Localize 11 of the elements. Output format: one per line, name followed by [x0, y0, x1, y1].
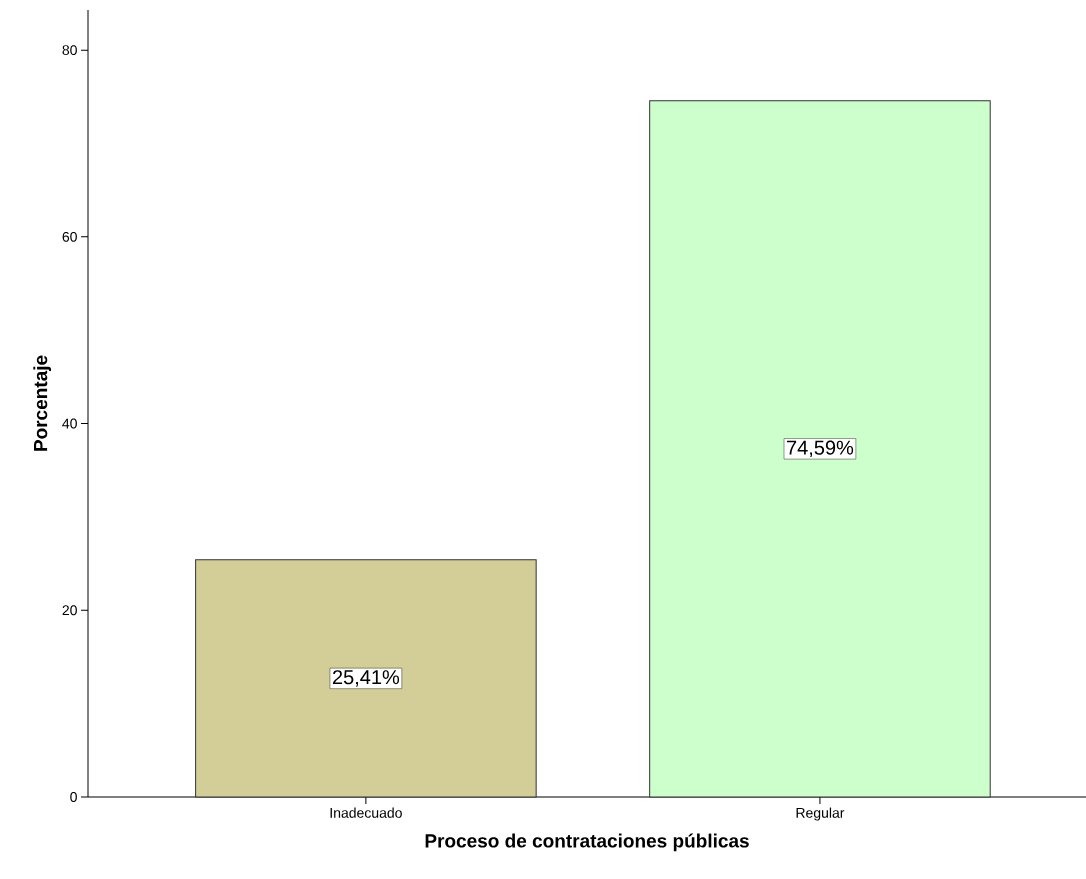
data-label: 25,41%: [332, 670, 400, 687]
y-axis-title: Porcentaje: [33, 355, 52, 451]
y-tick-label: 0: [70, 792, 77, 802]
x-tick-label: Inadecuado: [330, 807, 402, 818]
x-axis-title: Proceso de contrataciones públicas: [425, 833, 749, 852]
y-tick-label: 40: [62, 418, 77, 429]
y-tick-label: 20: [62, 605, 77, 616]
y-tick-label: 80: [62, 45, 77, 56]
data-label: 74,59%: [787, 440, 854, 458]
x-tick-label: Regular: [796, 807, 845, 821]
y-tick-label: 60: [62, 231, 77, 242]
